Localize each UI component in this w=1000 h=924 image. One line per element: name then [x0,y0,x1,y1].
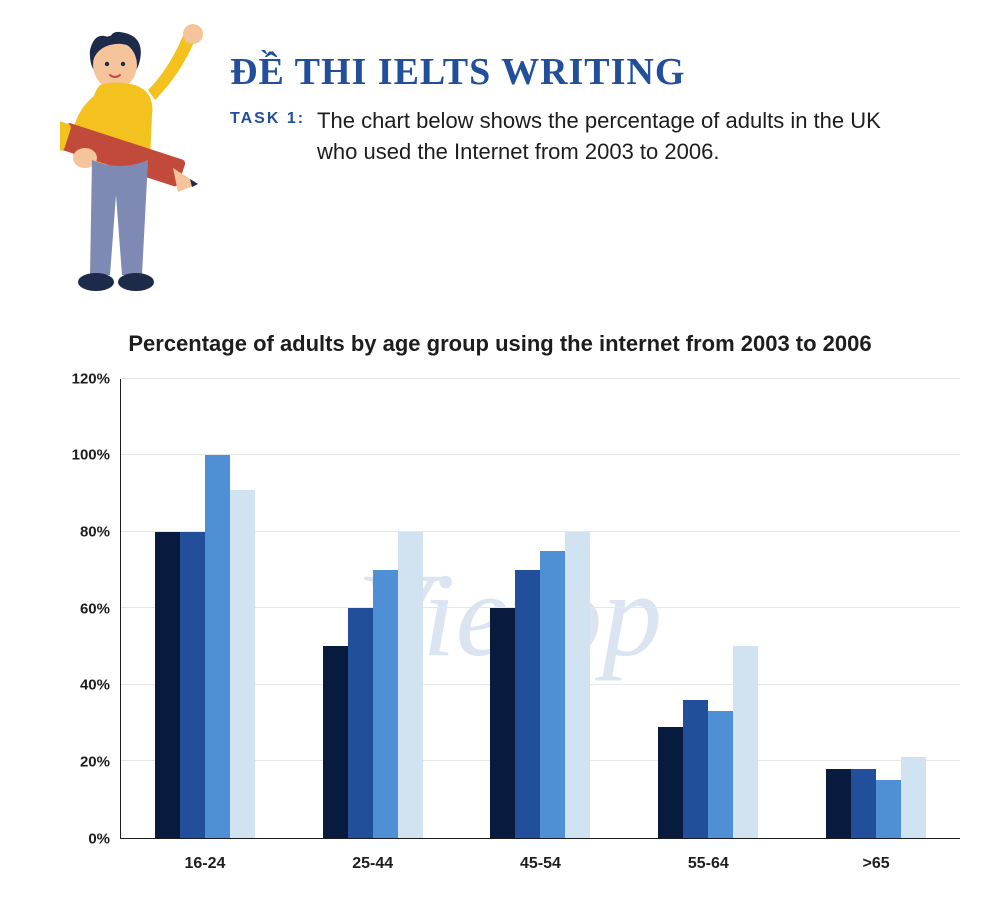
chart-container: Vietop 16-2425-4445-5455-64>65 200320042… [60,379,960,879]
bar [515,570,540,838]
bar [205,455,230,838]
y-axis-label: 80% [60,523,110,540]
x-axis-label: 16-24 [121,855,289,873]
task-label: TASK 1: [230,106,305,128]
y-axis-label: 60% [60,600,110,617]
bar [155,532,180,838]
y-axis-label: 100% [60,447,110,464]
bar [851,769,876,838]
bar [565,532,590,838]
bar [901,757,926,837]
bar [658,727,683,838]
bar [323,646,348,837]
x-axis-label: 55-64 [624,855,792,873]
bar [826,769,851,838]
chart-plot: 16-2425-4445-5455-64>65 [120,379,960,839]
bar-group: >65 [792,379,960,838]
task-description: The chart below shows the percentage of … [317,106,897,168]
bar-group: 16-24 [121,379,289,838]
y-axis-label: 120% [60,370,110,387]
x-axis-label: 25-44 [289,855,457,873]
bar [348,608,373,838]
chart-area: Vietop 16-2425-4445-5455-64>65 200320042… [60,379,960,879]
y-axis-label: 0% [60,830,110,847]
bar [733,646,758,837]
y-axis-label: 20% [60,753,110,770]
bar [230,490,255,838]
x-axis-label: 45-54 [457,855,625,873]
bar-groups: 16-2425-4445-5455-64>65 [121,379,960,838]
character-illustration [60,20,210,310]
bar [708,711,733,837]
chart-title: Percentage of adults by age group using … [0,330,1000,359]
bar [180,532,205,838]
bar [683,700,708,838]
task-row: TASK 1: The chart below shows the percen… [230,106,897,168]
bar [876,780,901,837]
bar [490,608,515,838]
bar-group: 45-54 [457,379,625,838]
page-title: ĐỀ THI IELTS WRITING [230,50,897,94]
header-text: ĐỀ THI IELTS WRITING TASK 1: The chart b… [230,20,897,168]
bar-group: 55-64 [624,379,792,838]
header: ĐỀ THI IELTS WRITING TASK 1: The chart b… [0,0,1000,320]
bar [373,570,398,838]
bar [540,551,565,838]
bar [398,532,423,838]
bar-group: 25-44 [289,379,457,838]
x-axis-label: >65 [792,855,960,873]
y-axis-label: 40% [60,677,110,694]
